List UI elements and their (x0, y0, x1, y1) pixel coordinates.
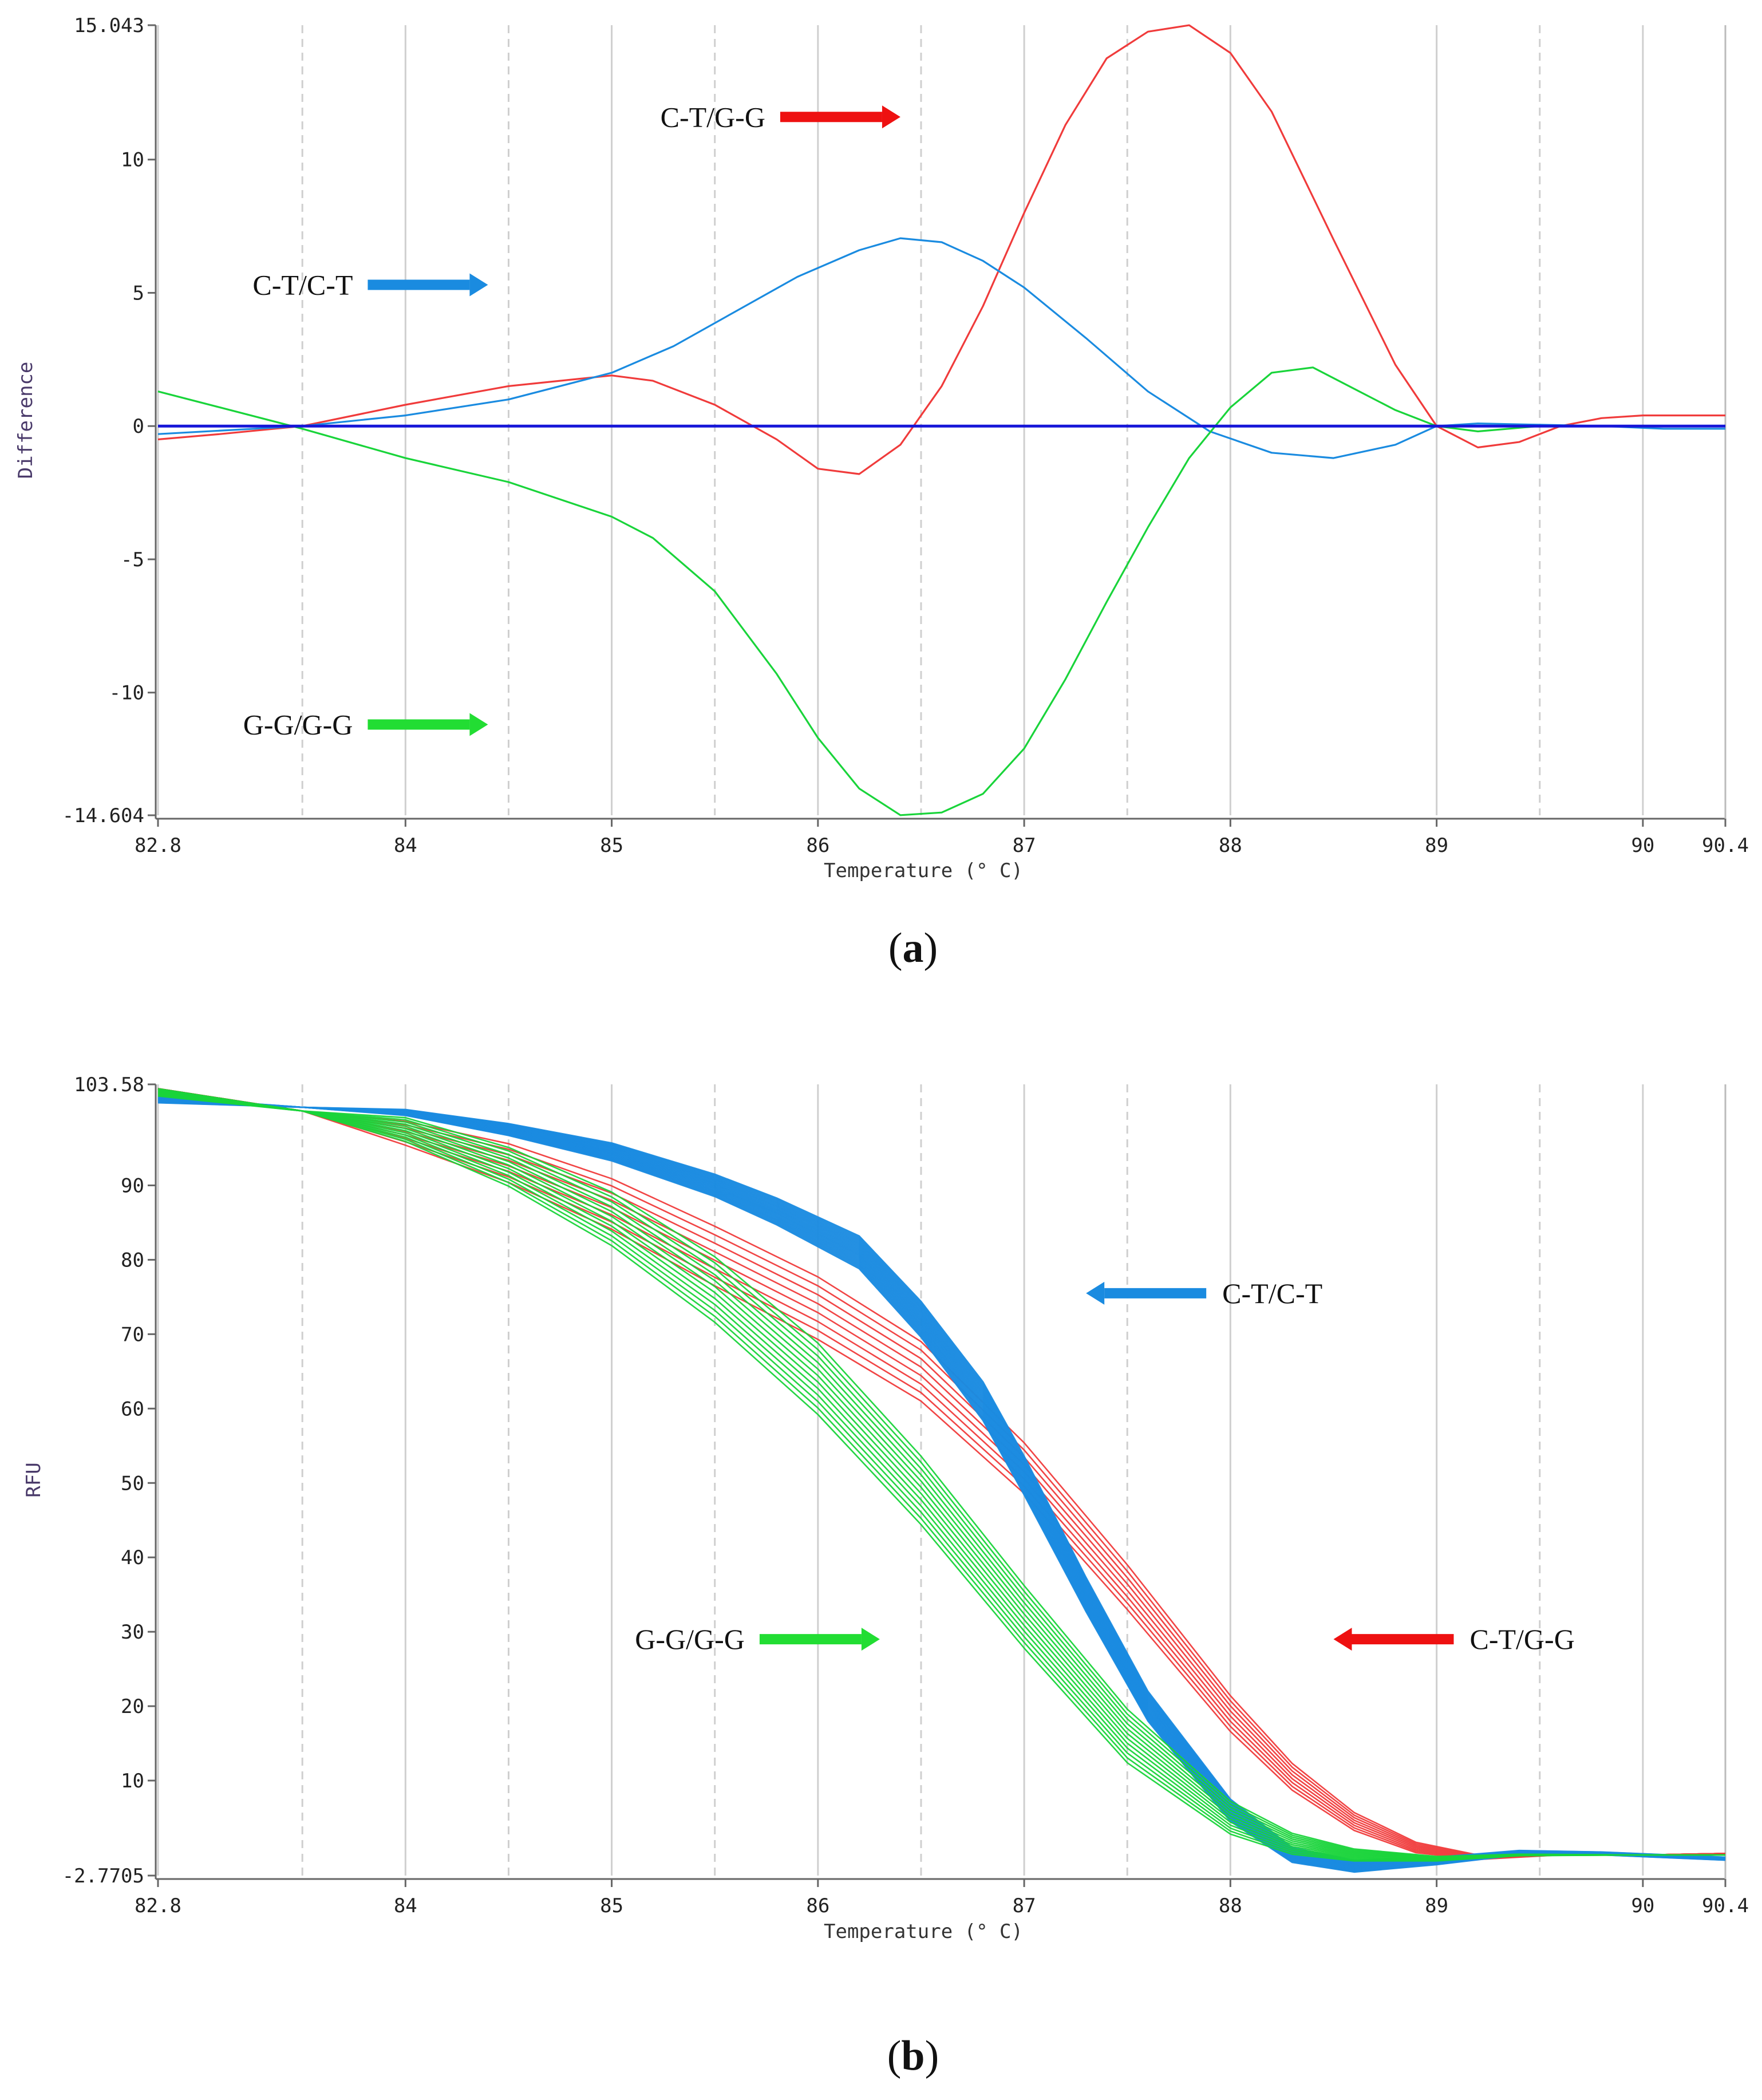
chart-b-annotation-g-g-g-g-label: G-G/G-G (635, 1623, 745, 1655)
chart-b-x-tick-label: 88 (1219, 1894, 1242, 1917)
chart-a-y-tick-label: -5 (121, 548, 144, 571)
chart-a-x-tick-label: 85 (600, 834, 623, 857)
chart-a-y-tick-label: -10 (109, 682, 144, 705)
chart-b-x-tick-label: 85 (600, 1894, 623, 1917)
chart-b-y-tick-label: 40 (121, 1546, 144, 1569)
chart-a-x-tick-label: 82.8 (135, 834, 181, 857)
chart-b-y-tick-label: 10 (121, 1770, 144, 1793)
chart-b-panel-label-open: ( (887, 2032, 902, 2079)
chart-a-panel-label-open: ( (888, 925, 903, 972)
chart-a-series-c-t-g-g (157, 24, 1725, 475)
chart-b-x-tick-label: 87 (1013, 1894, 1036, 1917)
chart-a-x-tick-label: 84 (394, 834, 417, 857)
chart-b-plot-area (157, 1088, 1726, 1873)
chart-a-annotation-c-t-c-t-arrow-head (469, 273, 488, 297)
chart-a-x-tick-label: 86 (806, 834, 829, 857)
chart-a-panel-label-close: ) (924, 925, 938, 972)
chart-a-x-tick-label: 88 (1219, 834, 1242, 857)
chart-b-x-tick-label: 84 (394, 1894, 417, 1917)
chart-a-annotation-c-t-g-g-label: C-T/G-G (661, 101, 765, 133)
chart-b-rfu-plot: 103.58 90 80 70 60 50 40 30 20 10 -2.7705 82.8 84 85 8… (22, 1073, 1749, 2079)
chart-b-x-tick-label: 90 (1631, 1894, 1654, 1917)
chart-a-x-tick-label: 90.4 (1702, 834, 1749, 857)
chart-b-y-tick-label: 60 (121, 1398, 144, 1420)
chart-a-y-tick-label: 0 (133, 415, 144, 438)
chart-b-annotation-c-t-g-g-arrow-head (1333, 1628, 1352, 1651)
chart-a-x-tick-label: 90 (1631, 834, 1654, 857)
chart-a-annotation-g-g-g-g-arrow-head (469, 713, 488, 736)
chart-b-y-axis-label: RFU (22, 1462, 45, 1497)
chart-a-annotation-c-t-c-t-label: C-T/C-T (252, 269, 353, 301)
chart-b-y-tick-label: 20 (121, 1695, 144, 1718)
chart-a-panel-label: (a) (888, 925, 938, 972)
chart-a-x-tick-label: 89 (1425, 834, 1448, 857)
chart-a-plot-area (157, 24, 1725, 816)
chart-b-y-tick-label: 50 (121, 1472, 144, 1495)
chart-b-x-tick-label: 89 (1425, 1894, 1448, 1917)
chart-a-y-tick-label: -14.604 (62, 804, 144, 827)
chart-b-panel-label-close: ) (925, 2032, 939, 2079)
chart-b-y-tick-label: 90 (121, 1174, 144, 1197)
chart-a-difference-plot: 15.043 10 5 0 -5 -10 -14.604 82.8 84 85 86 87 88 89 90… (14, 14, 1749, 972)
chart-b-y-tick-label: 30 (121, 1621, 144, 1644)
chart-b-x-tick-label: 82.8 (135, 1894, 181, 1917)
chart-a-x-axis-label: Temperature (° C) (824, 859, 1023, 882)
chart-b-annotation-c-t-g-g-label: C-T/G-G (1470, 1623, 1575, 1655)
chart-a-y-tick-label: 15.043 (74, 14, 144, 37)
chart-a-panel-label-letter: a (903, 925, 924, 972)
chart-b-x-axis-label: Temperature (° C) (824, 1920, 1023, 1943)
chart-b-y-tick-label: 103.58 (74, 1073, 144, 1096)
chart-b-curve-g-g-g-g (157, 1088, 1725, 1857)
chart-a-annotation-g-g-g-g-label: G-G/G-G (243, 709, 353, 741)
chart-b-annotation-g-g-g-g-arrow-head (861, 1628, 880, 1651)
chart-b-panel-label: (b) (887, 2032, 939, 2079)
chart-b-y-tick-label: -2.7705 (62, 1865, 144, 1888)
chart-a-series-c-t-c-t (157, 237, 1725, 459)
chart-b-x-tick-label: 86 (806, 1894, 829, 1917)
chart-b-x-tick-label: 90.4 (1702, 1894, 1749, 1917)
chart-b-annotation-c-t-c-t-label: C-T/C-T (1222, 1277, 1322, 1309)
chart-b-annotation-c-t-c-t-arrow-head (1086, 1281, 1105, 1305)
chart-b-panel-label-letter: b (901, 2032, 925, 2079)
chart-a-annotation-c-t-g-g-arrow-head (882, 105, 900, 129)
chart-a-y-axis-label: Difference (14, 362, 37, 479)
chart-a-y-tick-label: 5 (133, 282, 144, 305)
chart-b-y-tick-label: 70 (121, 1323, 144, 1346)
chart-a-y-tick-label: 10 (121, 149, 144, 172)
chart-a-x-tick-label: 87 (1013, 834, 1036, 857)
chart-b-y-tick-label: 80 (121, 1249, 144, 1272)
